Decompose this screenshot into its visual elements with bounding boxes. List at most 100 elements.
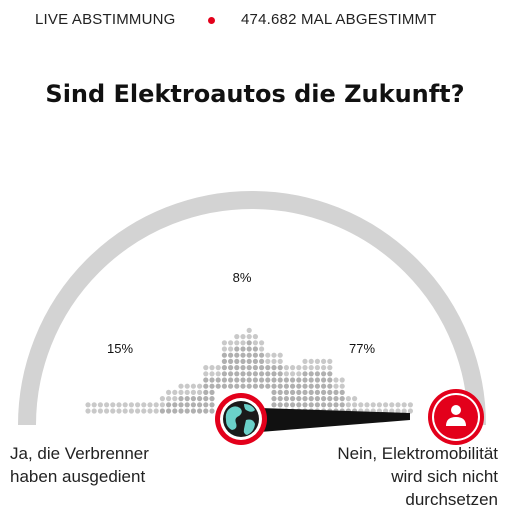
gauge-arc [18, 191, 486, 426]
vote-dot [252, 334, 258, 340]
vote-dot [395, 402, 401, 408]
vote-dot [321, 389, 327, 395]
vote-dot [135, 408, 141, 414]
vote-dot [259, 352, 265, 358]
vote-dot [376, 402, 382, 408]
vote-dot [321, 358, 327, 364]
vote-dot [271, 396, 277, 402]
vote-dot [128, 408, 134, 414]
vote-dot [228, 365, 234, 371]
vote-dot [265, 365, 271, 371]
vote-dot [296, 365, 302, 371]
option-label-no-line: wird sich nicht [391, 467, 498, 486]
vote-dot [184, 396, 190, 402]
vote-dot [221, 377, 227, 383]
vote-dot [283, 396, 289, 402]
option-label-yes[interactable]: Ja, die Verbrenner haben ausgedient [10, 442, 210, 488]
vote-dot [116, 402, 122, 408]
vote-dot [215, 371, 221, 377]
vote-dot [172, 408, 178, 414]
vote-dot [302, 377, 308, 383]
vote-dot [314, 389, 320, 395]
vote-dot [321, 365, 327, 371]
vote-dot [277, 389, 283, 395]
vote-dot [240, 334, 246, 340]
vote-dot [327, 377, 333, 383]
vote-dot [339, 396, 345, 402]
vote-dot [259, 383, 265, 389]
option-label-yes-line: Ja, die Verbrenner [10, 444, 149, 463]
vote-dot [296, 396, 302, 402]
vote-dot [122, 408, 128, 414]
vote-dot [314, 371, 320, 377]
vote-dot [308, 358, 314, 364]
vote-dot [215, 377, 221, 383]
vote-dot [228, 383, 234, 389]
vote-dot [339, 389, 345, 395]
vote-dot [215, 365, 221, 371]
vote-dot [252, 365, 258, 371]
vote-dot [327, 396, 333, 402]
vote-dot [308, 371, 314, 377]
vote-dot [259, 377, 265, 383]
vote-dot [283, 365, 289, 371]
vote-dot [358, 402, 364, 408]
vote-dot [246, 358, 252, 364]
vote-dot [153, 408, 159, 414]
vote-dot [314, 365, 320, 371]
vote-dot [401, 408, 407, 414]
vote-dot [283, 371, 289, 377]
vote-dot [104, 402, 110, 408]
vote-dot [197, 408, 203, 414]
vote-dot [252, 377, 258, 383]
vote-dot [302, 365, 308, 371]
vote-dot [277, 396, 283, 402]
vote-dot [184, 383, 190, 389]
vote-dot [240, 346, 246, 352]
vote-dot [240, 365, 246, 371]
vote-dot [184, 389, 190, 395]
vote-dot [190, 396, 196, 402]
vote-dot [302, 402, 308, 408]
vote-dot [85, 402, 91, 408]
vote-dot [178, 389, 184, 395]
live-label: LIVE ABSTIMMUNG [35, 11, 176, 28]
option-label-no[interactable]: Nein, Elektromobilität wird sich nicht d… [268, 442, 498, 511]
vote-dot [265, 371, 271, 377]
vote-dot [314, 402, 320, 408]
vote-dot [321, 377, 327, 383]
vote-dot [91, 408, 97, 414]
slider-knob[interactable] [215, 393, 267, 445]
vote-dot [271, 389, 277, 395]
vote-dot [296, 377, 302, 383]
vote-dot [128, 402, 134, 408]
vote-dot [296, 383, 302, 389]
vote-dot [234, 358, 240, 364]
vote-dot [221, 352, 227, 358]
vote-dot [246, 371, 252, 377]
vote-dot [228, 358, 234, 364]
vote-dot [327, 383, 333, 389]
vote-dot [209, 377, 215, 383]
vote-dot [209, 396, 215, 402]
vote-dot [333, 402, 339, 408]
vote-dot [172, 402, 178, 408]
vote-dot [246, 352, 252, 358]
end-user-button[interactable] [428, 389, 484, 445]
vote-dot [203, 396, 209, 402]
vote-dot [246, 383, 252, 389]
vote-dot [209, 371, 215, 377]
vote-dot [302, 396, 308, 402]
vote-dot [221, 346, 227, 352]
vote-dot [178, 408, 184, 414]
vote-dot [209, 365, 215, 371]
vote-dot [209, 402, 215, 408]
slider-bar[interactable] [260, 408, 410, 432]
vote-dot [333, 389, 339, 395]
vote-dot [159, 402, 165, 408]
user-icon [446, 405, 466, 426]
vote-dot [302, 358, 308, 364]
vote-dot [209, 383, 215, 389]
vote-dot [327, 358, 333, 364]
